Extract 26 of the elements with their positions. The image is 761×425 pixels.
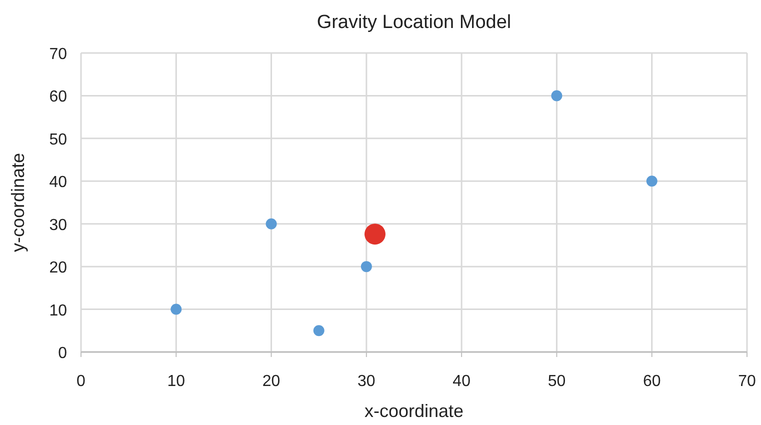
y-tick-label: 70 [49,46,68,63]
x-tick-label: 0 [76,373,86,390]
y-tick-label: 40 [49,174,68,192]
point [360,261,372,272]
point [646,176,658,187]
x-tick-label: 10 [167,373,186,390]
point [266,218,277,230]
y-axis-title: y-coordinate [8,152,28,252]
x-tick-label: 60 [642,373,661,390]
chart-title: Gravity Location Model [316,12,512,33]
y-tick-label: 50 [49,131,68,148]
y-tick-label: 0 [58,345,68,362]
y-tick-label: 20 [49,260,68,277]
point [551,90,562,102]
x-tick-label: 70 [738,373,756,390]
point [170,304,182,315]
x-tick-label: 40 [452,373,471,390]
y-tick-label: 10 [49,302,68,320]
x-axis-title: x-coordinate [364,401,464,421]
y-tick-label: 30 [49,216,68,234]
y-tick-label: 60 [49,88,68,106]
x-tick-label: 20 [262,373,280,390]
point [313,325,324,336]
x-tick-label: 30 [358,373,376,390]
point [364,224,386,245]
x-tick-label: 50 [548,373,566,390]
